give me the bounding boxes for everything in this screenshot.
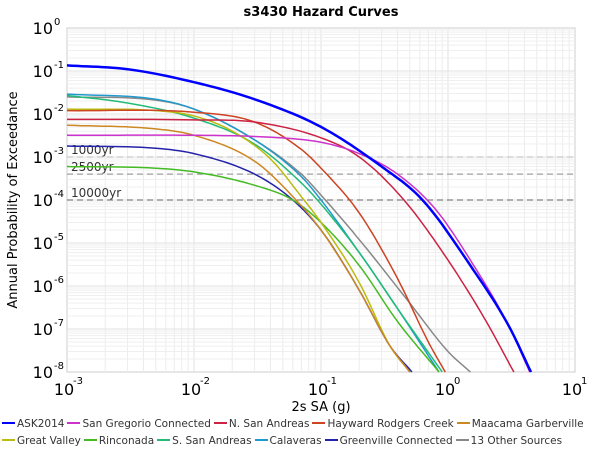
y-tick-base: 10: [33, 363, 53, 382]
reference-line-label: 10000yr: [71, 186, 121, 200]
x-tick-exponent: -1: [327, 376, 337, 387]
series-group: [66, 64, 533, 373]
x-tick-label: 10-1: [308, 376, 337, 399]
legend-swatch: [312, 422, 326, 424]
y-tick-base: 10: [33, 105, 53, 124]
y-tick-base: 10: [33, 62, 53, 81]
legend-row-1: ASK2014 San Gregorio Connected N. San Andr…: [2, 418, 587, 430]
legend-label: San Gregorio Connected: [82, 418, 211, 430]
y-tick-label: 10 -6: [33, 275, 64, 296]
legend-swatch: [67, 422, 81, 424]
legend-item: Maacama Garberville: [456, 418, 584, 430]
y-tick-exponent: -8: [54, 361, 64, 372]
x-tick-exponent: 0: [454, 376, 460, 387]
legend-label: Great Valley: [17, 435, 81, 447]
x-tick-base: 10: [435, 380, 455, 399]
legend-label: Calaveras: [269, 435, 322, 447]
x-tick-label: 10-3: [54, 376, 83, 399]
legend-swatch: [83, 439, 97, 441]
legend-label: Hayward Rodgers Creek: [327, 418, 454, 430]
y-tick-exponent: -5: [54, 232, 64, 243]
y-tick-base: 10: [33, 19, 53, 38]
x-tick-label: 101: [562, 376, 588, 399]
legend-item: San Gregorio Connected: [67, 418, 211, 430]
x-axis-label: 2s SA (g): [291, 400, 350, 415]
legend-item: ASK2014: [2, 418, 64, 430]
series-line-great-valley: [66, 108, 411, 373]
series-line-s-san-andreas: [66, 94, 443, 373]
legend-swatch: [455, 439, 469, 441]
legend-label: Greenville Connected: [339, 435, 453, 447]
legend-item: S. San Andreas: [157, 435, 252, 447]
series-line-n-san-andreas: [67, 118, 515, 373]
x-tick-base: 10: [308, 380, 328, 399]
series-line-maacama-garberville: [66, 124, 411, 373]
series-line-ask2014: [66, 64, 533, 373]
legend-label: Maacama Garberville: [471, 418, 584, 430]
x-tick-exponent: 1: [581, 376, 587, 387]
legend-swatch: [213, 422, 227, 424]
x-tick-base: 10: [54, 380, 74, 399]
legend-swatch: [2, 422, 15, 424]
legend-item: 13 Other Sources: [455, 435, 563, 447]
y-tick-label: 10 -5: [33, 232, 64, 253]
legend-item: Greenville Connected: [324, 435, 453, 447]
x-tick-label: 100: [435, 376, 461, 399]
legend-label: N. San Andreas: [228, 418, 310, 430]
legend-swatch: [254, 439, 268, 441]
x-tick-label: 10-2: [181, 376, 210, 399]
legend-label: ASK2014: [17, 418, 65, 430]
y-tick-base: 10: [33, 234, 53, 253]
y-tick-base: 10: [33, 277, 53, 296]
y-tick-base: 10: [33, 191, 53, 210]
reference-line-label: 1000yr: [71, 143, 114, 157]
y-tick-exponent: 0: [54, 17, 60, 28]
legend-item: Great Valley: [2, 435, 81, 447]
y-tick-label: 10 -3: [33, 146, 64, 167]
legend-item: Calaveras: [254, 435, 322, 447]
y-tick-exponent: -4: [54, 189, 64, 200]
x-tick-base: 10: [181, 380, 201, 399]
legend-row-2: Great Valley Rinconada S. San Andreas Calav…: [2, 435, 565, 447]
x-tick-base: 10: [562, 380, 582, 399]
x-axis-ticks: 10-3 10-2 10-1 100 101: [54, 376, 588, 399]
x-tick-exponent: -3: [73, 376, 83, 387]
y-tick-label: 10 0: [33, 17, 61, 38]
legend-item: Rinconada: [83, 435, 155, 447]
legend-swatch: [324, 439, 338, 441]
legend-label: S. San Andreas: [172, 435, 252, 447]
y-tick-exponent: -1: [54, 60, 64, 71]
y-tick-base: 10: [33, 320, 53, 339]
y-tick-label: 10 -8: [33, 361, 64, 382]
y-tick-exponent: -3: [54, 146, 64, 157]
y-tick-label: 10 -7: [33, 318, 64, 339]
series-line-hayward-rodgers-creek: [66, 109, 446, 373]
legend-swatch: [157, 439, 171, 441]
x-tick-exponent: -2: [200, 376, 210, 387]
y-tick-label: 10 -4: [33, 189, 64, 210]
y-tick-label: 10 -2: [33, 103, 64, 124]
y-tick-exponent: -7: [54, 318, 64, 329]
legend-item: Hayward Rodgers Creek: [312, 418, 454, 430]
legend-label: 13 Other Sources: [470, 435, 563, 447]
legend-swatch: [2, 439, 15, 441]
legend-swatch: [456, 422, 470, 424]
legend-item: N. San Andreas: [213, 418, 310, 430]
series-line-san-gregorio-connected: [67, 134, 531, 373]
y-tick-exponent: -6: [54, 275, 64, 286]
legend-label: Rinconada: [98, 435, 155, 447]
y-tick-label: 10 -1: [33, 60, 64, 81]
y-tick-base: 10: [33, 148, 53, 167]
y-axis-label: Annual Probability of Exceedance: [6, 91, 21, 308]
y-tick-exponent: -2: [54, 103, 64, 114]
chart-title: s3430 Hazard Curves: [244, 5, 399, 20]
series-line-rinconada: [66, 165, 440, 373]
